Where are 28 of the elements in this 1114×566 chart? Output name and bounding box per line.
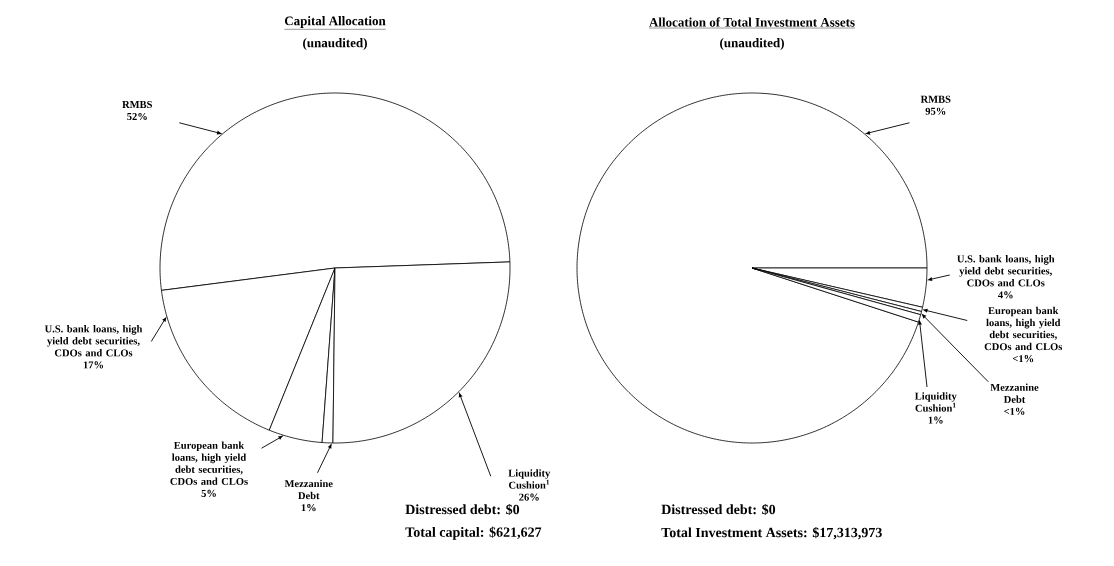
slice-label: Liquidity Cushion$^{1}$ <box>508 469 551 489</box>
data-label: 95% <box>925 107 946 115</box>
slice-label: RMBS <box>920 95 951 103</box>
chart-title: Allocation of Total Investment Assets <box>649 17 855 27</box>
text: Total Investment Assets: $17,313,973 <box>661 526 882 540</box>
chart-subtitle: (unaudited) <box>303 38 367 50</box>
data-label: 1% <box>301 504 316 512</box>
slice-label: Liquidity Cushion$^{1}$ <box>914 392 957 412</box>
slice-label: U.S. bank loans, high yield debt securities, CDOs and CLOs <box>44 325 143 357</box>
data-label: 1% <box>928 416 943 424</box>
data-label: 52% <box>127 112 147 121</box>
text: Total capital: $621,627 <box>405 526 542 540</box>
text: Distressed debt: $0 <box>661 503 776 516</box>
legend-label: European bank loans, high yield debt securities, CDOs and CLOs <box>984 306 1063 351</box>
chart-subtitle: (unaudited) <box>720 38 784 50</box>
data-label: <1% <box>1004 407 1025 415</box>
data-label: <1% <box>1012 355 1034 363</box>
slice-label: Mezzanine Debt <box>990 383 1039 403</box>
slice-label: RMBS <box>122 100 152 109</box>
text: Distressed debt: $0 <box>405 503 520 516</box>
data-label: 5% <box>201 489 216 497</box>
data-label: 4% <box>998 291 1013 299</box>
data-label: 26% <box>519 493 539 501</box>
data-label: 17% <box>83 361 104 369</box>
chart-title: Capital Allocation <box>284 16 386 28</box>
slice-label: Mezzanine Debt <box>284 479 333 500</box>
slice-label: U.S. bank loans, high yield debt securities, CDOs and CLOs <box>957 255 1055 287</box>
legend-label: European bank loans, high yield debt securities, CDOs and CLOs <box>170 441 248 485</box>
